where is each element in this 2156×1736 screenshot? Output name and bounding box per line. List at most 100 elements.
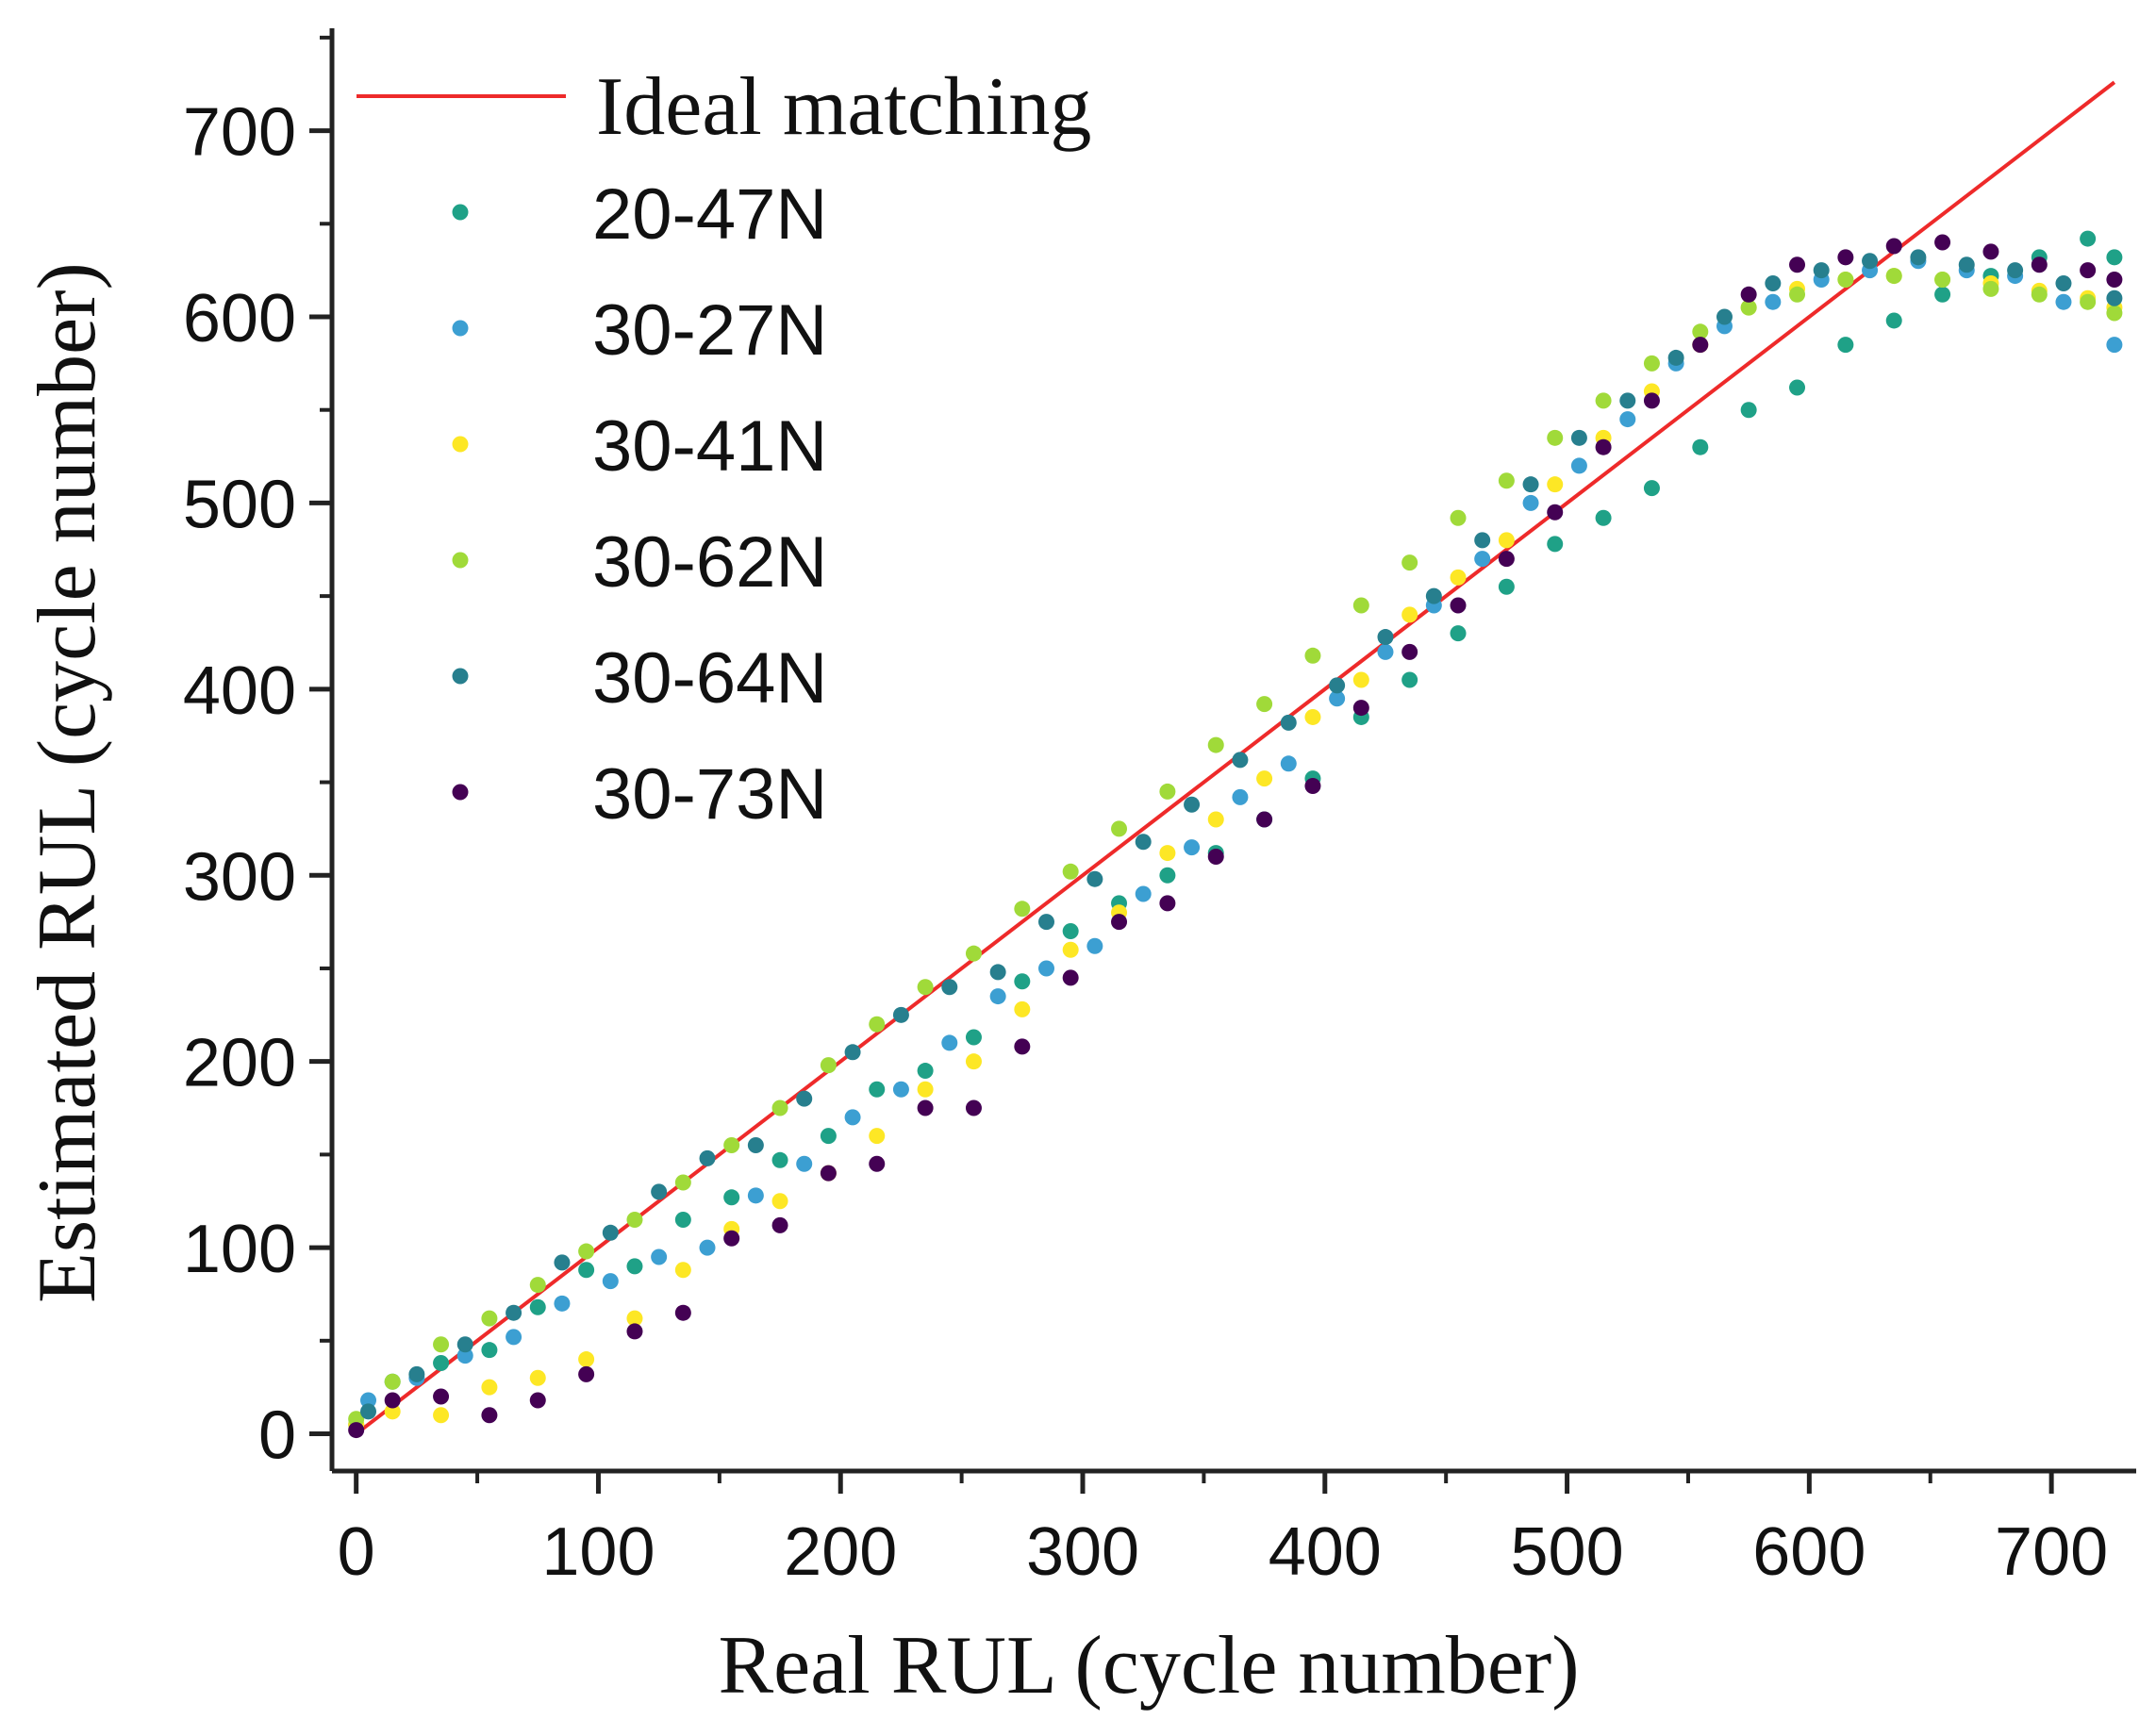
point-30-64n: [1135, 834, 1152, 851]
point-30-64n: [844, 1044, 861, 1061]
point-30-62n: [1934, 272, 1951, 289]
point-30-73n: [674, 1304, 691, 1321]
point-30-41n: [578, 1351, 595, 1368]
y-tick-label: 500: [183, 467, 296, 542]
point-30-64n: [1037, 914, 1054, 931]
point-30-64n: [699, 1149, 716, 1166]
point-30-64n: [1570, 429, 1587, 446]
point-30-27n: [506, 1329, 522, 1346]
point-20-47n: [965, 1029, 982, 1046]
point-30-73n: [1740, 286, 1757, 303]
point-20-47n: [1062, 922, 1079, 939]
point-30-41n: [626, 1310, 643, 1327]
legend-marker-30-41n: [452, 436, 469, 453]
legend-label-20-47n: 20-47N: [592, 174, 827, 255]
point-30-62n: [1498, 472, 1515, 489]
point-30-41n: [917, 1081, 934, 1098]
legend-marker-30-62n: [452, 552, 469, 569]
point-30-27n: [1765, 293, 1782, 310]
point-30-62n: [1837, 272, 1854, 289]
point-30-62n: [348, 1411, 365, 1428]
point-30-27n: [1086, 937, 1103, 954]
point-20-47n: [1450, 625, 1467, 642]
point-30-62n: [869, 1016, 886, 1033]
y-tick-label: 200: [183, 1026, 296, 1101]
point-30-27n: [844, 1109, 861, 1126]
legend-marker-30-64n: [452, 668, 469, 685]
point-30-64n: [602, 1224, 619, 1241]
point-30-73n: [1304, 777, 1321, 794]
point-30-62n: [481, 1310, 498, 1327]
x-tick-label: 600: [1752, 1514, 1866, 1590]
point-30-27n: [1280, 755, 1297, 772]
point-30-62n: [1740, 299, 1757, 316]
point-30-62n: [771, 1099, 788, 1116]
point-30-62n: [2106, 305, 2123, 322]
point-30-64n: [1474, 532, 1491, 549]
x-tick-label: 400: [1269, 1514, 1382, 1590]
point-30-62n: [1982, 280, 1999, 297]
point-30-64n: [1619, 392, 1636, 409]
point-20-47n: [674, 1211, 691, 1228]
point-30-27n: [747, 1187, 764, 1204]
point-20-47n: [578, 1262, 595, 1279]
point-30-62n: [529, 1277, 546, 1294]
point-30-73n: [348, 1422, 365, 1439]
y-tick-label: 300: [183, 839, 296, 915]
point-30-27n: [1329, 690, 1346, 707]
point-30-62n: [723, 1137, 740, 1154]
point-30-41n: [674, 1262, 691, 1279]
point-30-64n: [456, 1336, 473, 1353]
point-30-27n: [989, 988, 1006, 1005]
point-30-41n: [1062, 941, 1079, 958]
point-30-41n: [1498, 532, 1515, 549]
point-30-73n: [1062, 969, 1079, 986]
point-30-64n: [1280, 714, 1297, 731]
legend-marker-20-47n: [452, 204, 469, 221]
point-30-73n: [1934, 234, 1951, 251]
point-30-73n: [1256, 811, 1273, 828]
point-30-41n: [384, 1403, 401, 1420]
point-30-41n: [529, 1369, 546, 1386]
y-tick-label: 700: [183, 95, 296, 171]
point-30-73n: [1885, 238, 1902, 255]
point-20-47n: [723, 1189, 740, 1206]
point-30-41n: [1256, 770, 1273, 787]
point-30-62n: [1789, 286, 1806, 303]
point-20-47n: [1498, 578, 1515, 595]
y-tick-label: 400: [183, 653, 296, 729]
point-30-62n: [1159, 783, 1176, 800]
point-30-27n: [602, 1273, 619, 1290]
point-30-62n: [674, 1174, 691, 1191]
point-30-62n: [2031, 286, 2048, 303]
point-30-64n: [1958, 256, 1975, 273]
point-30-64n: [2055, 274, 2072, 291]
point-30-27n: [892, 1081, 909, 1098]
point-30-41n: [965, 1053, 982, 1070]
point-30-27n: [1377, 643, 1394, 660]
point-30-73n: [820, 1165, 837, 1182]
point-30-41n: [1159, 845, 1176, 862]
point-30-62n: [820, 1057, 837, 1074]
point-30-73n: [578, 1365, 595, 1382]
point-30-62n: [1352, 597, 1369, 614]
point-30-73n: [1789, 256, 1806, 273]
point-30-73n: [1352, 700, 1369, 717]
point-30-73n: [481, 1407, 498, 1424]
point-30-73n: [2031, 256, 2048, 273]
point-30-41n: [1304, 708, 1321, 725]
point-30-62n: [1256, 696, 1273, 713]
point-20-47n: [2080, 230, 2097, 247]
point-30-62n: [1207, 736, 1224, 753]
point-30-73n: [2106, 272, 2123, 289]
point-30-73n: [771, 1216, 788, 1233]
point-20-47n: [1014, 973, 1031, 990]
point-30-41n: [1207, 811, 1224, 828]
point-30-73n: [2080, 262, 2097, 279]
point-30-62n: [626, 1211, 643, 1228]
point-30-73n: [1159, 895, 1176, 912]
point-30-73n: [1450, 597, 1467, 614]
point-30-64n: [1667, 349, 1684, 366]
point-30-73n: [965, 1099, 982, 1116]
